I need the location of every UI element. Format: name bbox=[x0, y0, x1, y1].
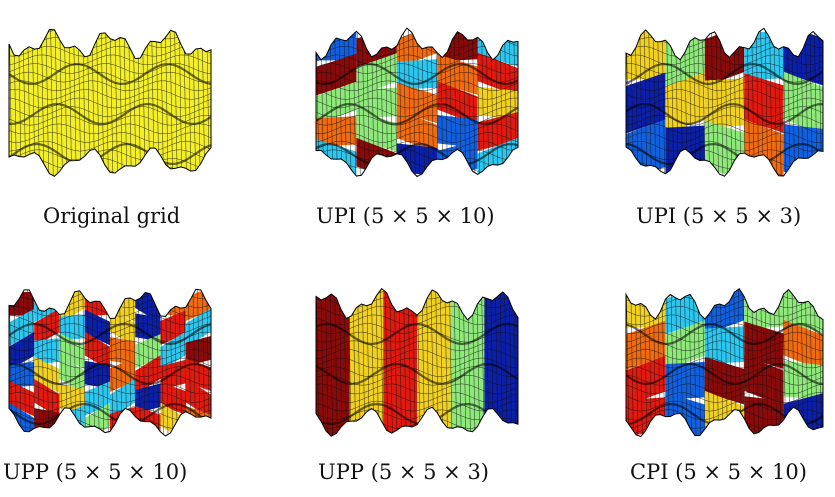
grid-block bbox=[744, 321, 784, 370]
grid-block bbox=[135, 383, 161, 414]
grid-outline bbox=[8, 29, 212, 177]
grid-image-upp-5-5-10 bbox=[8, 288, 212, 437]
grid-block bbox=[450, 288, 486, 437]
grid-image-cpi-5-5-10 bbox=[625, 287, 824, 438]
grid-body bbox=[316, 28, 518, 177]
caption-upi-5-5-3: UPI (5 × 5 × 3) bbox=[636, 204, 802, 228]
grid-block bbox=[417, 288, 452, 437]
grid-shading bbox=[626, 62, 823, 166]
grid-block bbox=[744, 73, 784, 133]
grid-block bbox=[704, 78, 745, 128]
grid-block bbox=[383, 288, 418, 437]
caption-original-grid: Original grid bbox=[43, 204, 181, 228]
grid-outline bbox=[315, 27, 519, 178]
grid-block bbox=[110, 378, 136, 419]
grid-block bbox=[437, 140, 478, 177]
grid-outline bbox=[315, 287, 519, 437]
grid-outline bbox=[625, 287, 824, 438]
grid-block bbox=[59, 333, 85, 370]
grid-block bbox=[665, 361, 705, 400]
grid-body bbox=[626, 288, 823, 437]
grid-shading bbox=[9, 62, 211, 166]
caption-cpi-5-5-10: CPI (5 × 5 × 10) bbox=[630, 460, 807, 484]
grid-block bbox=[396, 82, 438, 124]
grid-block bbox=[437, 114, 478, 148]
grid-block bbox=[185, 378, 211, 419]
grid-body bbox=[626, 28, 823, 177]
grid-image-upi-5-5-10 bbox=[315, 27, 519, 178]
grid-outline bbox=[625, 27, 824, 177]
grid-block bbox=[396, 143, 438, 177]
grid-block bbox=[9, 380, 35, 417]
grid-block bbox=[110, 307, 136, 348]
grid-block bbox=[34, 378, 60, 419]
grid-block bbox=[59, 314, 85, 341]
grid-image-upi-5-5-3 bbox=[625, 27, 824, 177]
grid-body bbox=[9, 289, 211, 436]
grid-image-upp-5-5-3 bbox=[315, 287, 519, 437]
grid-block bbox=[744, 355, 784, 407]
caption-upp-5-5-3: UPP (5 × 5 × 3) bbox=[318, 460, 489, 484]
grid-block bbox=[704, 120, 745, 177]
grid-shading bbox=[9, 322, 211, 426]
grid-block bbox=[626, 292, 666, 328]
grid-block bbox=[484, 288, 518, 437]
grid-block bbox=[34, 338, 60, 365]
grid-block bbox=[477, 52, 518, 97]
caption-upi-5-5-10: UPI (5 × 5 × 10) bbox=[316, 204, 495, 228]
caption-upp-5-5-10: UPP (5 × 5 × 10) bbox=[3, 460, 188, 484]
grid-block bbox=[437, 81, 478, 125]
grid-shading bbox=[316, 62, 518, 166]
grid-outline bbox=[8, 288, 212, 437]
grid-shading bbox=[316, 322, 518, 426]
grid-body bbox=[316, 288, 518, 437]
grid-image-original bbox=[8, 29, 212, 177]
grid-body bbox=[9, 29, 211, 177]
